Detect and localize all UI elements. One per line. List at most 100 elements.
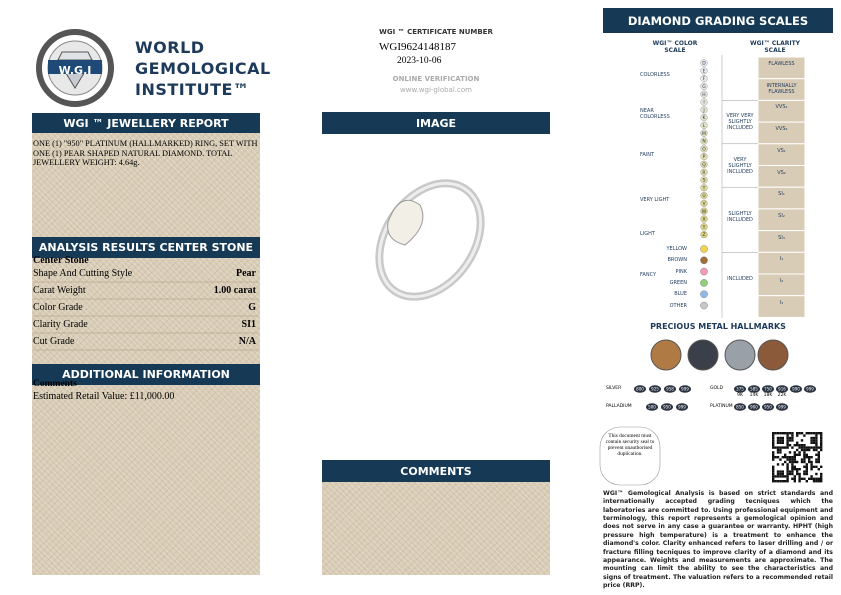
clarity-grade: FLAWLESS	[768, 61, 795, 67]
qr-cell	[788, 460, 792, 464]
seal-note: This document must contain security seal…	[605, 433, 655, 458]
qr-cell	[810, 441, 813, 444]
qr-cell	[793, 451, 796, 454]
color-group: NEAR COLORLESS	[640, 108, 670, 120]
clarity-grade: I₁	[779, 256, 784, 263]
fancy-gem	[700, 245, 708, 253]
qr-cell	[796, 453, 799, 456]
qr-cell	[784, 446, 787, 449]
qr-cell	[800, 432, 804, 435]
qr-cell	[805, 463, 808, 466]
qr-cell	[796, 470, 799, 473]
qr-cell	[791, 439, 794, 442]
color-letter: T	[702, 185, 706, 191]
qr-cell	[800, 460, 804, 464]
hallmark-label: PLATINUM	[710, 404, 733, 409]
silver-mark	[679, 385, 691, 393]
qr-cell	[786, 465, 789, 468]
color-letter: W	[702, 209, 707, 215]
color-gem	[700, 215, 708, 223]
qr-cell	[788, 470, 792, 473]
gold-mark-text: 750	[764, 387, 772, 392]
qr-cell	[772, 458, 775, 461]
row-value: N/A	[238, 336, 256, 347]
qr-cell	[791, 460, 794, 464]
qr-cell	[793, 480, 796, 483]
qr-cell	[803, 444, 806, 447]
color-gem	[700, 231, 708, 239]
color-scale-title: WGI™ COLOR SCALE	[652, 40, 698, 54]
color-letter: F	[703, 76, 706, 82]
qr-cell	[815, 439, 818, 442]
qr-cell	[810, 477, 813, 480]
qr-cell	[786, 446, 789, 449]
qr-cell	[805, 470, 808, 473]
color-letter: I	[703, 100, 704, 106]
fancy-gem	[700, 290, 708, 299]
row-label: Shape And Cutting Style	[33, 268, 133, 279]
color-gem	[700, 137, 708, 145]
panel-background	[32, 133, 260, 575]
hallmarks-title: PRECIOUS METAL HALLMARKS	[650, 322, 786, 331]
certificate-date: 2023-10-06	[397, 56, 442, 66]
qr-cell	[798, 472, 801, 476]
fancy-color: BLUE	[674, 291, 687, 298]
qr-cell	[776, 446, 780, 449]
qr-cell	[798, 453, 801, 456]
qr-cell	[815, 472, 818, 476]
qr-cell	[820, 432, 823, 435]
section-header: WGI ™ JEWELLERY REPORT	[32, 113, 260, 133]
color-gem	[700, 90, 708, 98]
color-letter: V	[702, 201, 706, 207]
color-letter: D	[702, 61, 706, 67]
qr-cell	[786, 441, 789, 444]
qr-cell	[820, 446, 823, 449]
color-gem	[700, 207, 708, 215]
qr-cell	[772, 444, 775, 447]
org-name: WORLD	[135, 38, 205, 57]
platinum-mark-text: 999	[778, 405, 786, 410]
qr-cell	[774, 432, 777, 435]
qr-cell	[774, 456, 777, 459]
qr-cell	[779, 432, 782, 435]
fancy-gem	[700, 279, 708, 287]
qr-cell	[817, 477, 820, 480]
qr-cell	[815, 458, 818, 461]
qr-cell	[786, 456, 789, 459]
qr-cell	[800, 458, 804, 461]
row-label: Cut Grade	[33, 336, 75, 347]
section-header: ANALYSIS RESULTS CENTER STONE	[32, 237, 260, 258]
qr-cell	[793, 468, 796, 471]
palladium-mark-text: 500	[648, 405, 656, 410]
qr-cell	[803, 448, 806, 452]
qr-cell	[820, 444, 823, 447]
qr-cell	[793, 456, 796, 459]
color-gem	[700, 160, 708, 169]
qr-cell	[803, 465, 806, 468]
row-value: SI1	[241, 319, 256, 330]
seal-box	[599, 426, 661, 486]
silver-mark-text: 925	[651, 387, 659, 392]
color-letter: N	[702, 139, 705, 145]
qr-cell	[772, 475, 775, 478]
fancy-gem	[700, 267, 708, 276]
qr-cell	[812, 448, 816, 452]
qr-cell	[815, 446, 818, 449]
qr-cell	[815, 480, 818, 483]
qr-cell	[781, 480, 784, 483]
verification-label: ONLINE VERIFICATION	[392, 75, 480, 83]
palladium-mark-text: 950	[663, 405, 671, 410]
qr-cell	[805, 480, 808, 483]
qr-cell	[791, 436, 794, 440]
color-letter: G	[702, 84, 706, 90]
qr-cell	[815, 441, 818, 444]
qr-cell	[798, 477, 801, 480]
silver-mark-text: 800	[636, 387, 644, 392]
color-group: COLORLESS	[640, 72, 670, 78]
qr-cell	[784, 460, 787, 464]
clarity-grade: SI₂	[778, 212, 785, 219]
qr-cell	[808, 432, 811, 435]
qr-cell	[788, 439, 792, 442]
platinum-mark	[762, 403, 774, 411]
qr-cell	[776, 472, 780, 476]
